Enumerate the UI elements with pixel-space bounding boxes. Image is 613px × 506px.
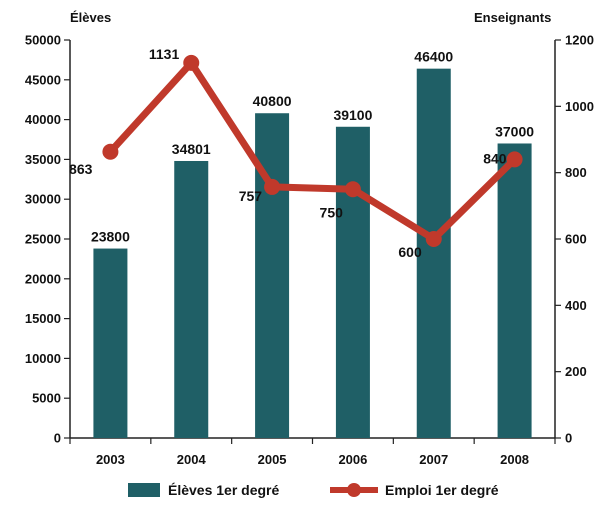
right-axis-title: Enseignants (474, 10, 551, 25)
bar (174, 160, 209, 438)
bar-data-label: 34801 (172, 141, 211, 157)
x-tick-label: 2007 (419, 452, 448, 467)
legend-swatch-marker (347, 483, 361, 497)
left-axis-title: Élèves (70, 10, 111, 25)
x-tick-label: 2003 (96, 452, 125, 467)
line-point (506, 151, 523, 168)
right-tick-label: 200 (565, 364, 587, 379)
right-tick-label: 1000 (565, 99, 594, 114)
right-tick-label: 800 (565, 165, 587, 180)
line-point (183, 54, 200, 71)
bar (335, 126, 370, 438)
bar (93, 248, 128, 438)
left-tick-label: 40000 (25, 112, 61, 127)
left-tick-label: 0 (54, 431, 61, 446)
left-tick-label: 30000 (25, 192, 61, 207)
left-tick-label: 15000 (25, 311, 61, 326)
line-point (102, 143, 119, 160)
plot-area: 0500010000150002000025000300003500040000… (25, 33, 594, 468)
left-tick-label: 10000 (25, 351, 61, 366)
line-data-label: 600 (398, 244, 422, 260)
x-tick-label: 2006 (338, 452, 367, 467)
left-tick-label: 20000 (25, 271, 61, 286)
bar (255, 113, 290, 439)
left-tick-label: 5000 (32, 391, 61, 406)
left-tick-label: 50000 (25, 33, 61, 48)
right-tick-label: 400 (565, 298, 587, 313)
legend-label-bars: Élèves 1er degré (168, 482, 280, 498)
right-tick-label: 600 (565, 232, 587, 247)
bar (416, 68, 451, 438)
bar-data-label: 23800 (91, 229, 130, 245)
left-tick-label: 45000 (25, 72, 61, 87)
left-tick-label: 35000 (25, 152, 61, 167)
legend-swatch-bars (128, 483, 160, 497)
left-tick-label: 25000 (25, 232, 61, 247)
bar-data-label: 39100 (333, 107, 372, 123)
line-point (344, 181, 361, 198)
bar-data-label: 46400 (414, 49, 453, 65)
line-data-label: 1131 (149, 46, 180, 62)
x-tick-label: 2004 (177, 452, 207, 467)
right-tick-label: 0 (565, 431, 572, 446)
line-series (107, 59, 518, 243)
line-point (264, 178, 281, 195)
bar-data-label: 40800 (253, 93, 292, 109)
line-data-label: 840 (483, 150, 507, 166)
x-tick-label: 2005 (258, 452, 287, 467)
legend: Élèves 1er degré Emploi 1er degré (128, 482, 499, 498)
legend-label-line: Emploi 1er degré (385, 482, 499, 498)
line-point (425, 231, 442, 247)
line-data-label: 863 (69, 161, 93, 177)
x-tick-label: 2008 (500, 452, 529, 467)
bar (497, 143, 532, 439)
bar-data-label: 37000 (495, 123, 534, 139)
right-tick-label: 1200 (565, 33, 594, 48)
line-data-label: 750 (320, 204, 344, 220)
line-data-label: 757 (239, 188, 263, 204)
